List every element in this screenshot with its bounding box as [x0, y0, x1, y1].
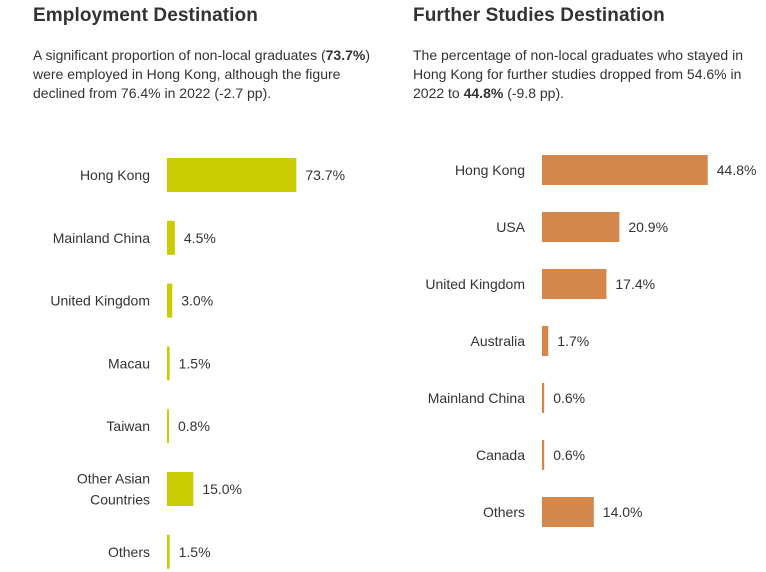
- value-label: 0.6%: [553, 390, 585, 406]
- highlight-value: 44.8%: [463, 85, 504, 101]
- value-label: 44.8%: [717, 162, 757, 178]
- description-text: (-9.8 pp).: [503, 85, 565, 101]
- bar-row-australia: Australia 1.7%: [471, 326, 589, 356]
- highlight-value: 73.7%: [325, 47, 366, 63]
- category-label: Others: [108, 544, 150, 560]
- employment-chart: Hong Kong 73.7% Mainland China 4.5% United K…: [50, 158, 345, 569]
- description-text: ) were employed in Hong Kong, although t…: [33, 47, 370, 101]
- bar-row-taiwan: Taiwan 0.8%: [106, 409, 210, 444]
- bar: [542, 212, 620, 242]
- employment-title: Employment Destination: [33, 5, 258, 26]
- category-label: USA: [496, 219, 525, 235]
- bar-row-canada: Canada 0.6%: [476, 440, 585, 470]
- value-label: 1.7%: [557, 333, 589, 349]
- value-label: 20.9%: [628, 219, 668, 235]
- category-label: Hong Kong: [80, 167, 150, 183]
- category-label: Canada: [476, 447, 525, 463]
- bar-row-macau: Macau 1.5%: [108, 346, 211, 381]
- value-label: 1.5%: [179, 544, 211, 560]
- value-label: 0.8%: [178, 418, 210, 434]
- category-label: Other Asian Countries: [77, 471, 150, 508]
- category-label: Hong Kong: [455, 162, 525, 178]
- bar-row-hong-kong: Hong Kong 73.7%: [80, 158, 345, 192]
- category-label: Australia: [471, 333, 526, 349]
- category-label: Macau: [108, 355, 150, 371]
- description-text: The percentage of non-local graduates wh…: [413, 47, 743, 101]
- category-label: Others: [483, 504, 525, 520]
- value-label: 3.0%: [181, 293, 213, 309]
- value-label: 14.0%: [603, 504, 643, 520]
- bar-row-mainland-china: Mainland China 0.6%: [428, 383, 585, 413]
- bar-row-hong-kong: Hong Kong 44.8%: [455, 155, 757, 185]
- bar: [542, 440, 545, 470]
- employment-panel: Employment Destination A significant pro…: [33, 5, 378, 569]
- bar-row-others: Others 1.5%: [108, 534, 211, 569]
- bar: [167, 534, 170, 569]
- bar-row-united-kingdom: United Kingdom 17.4%: [425, 269, 655, 299]
- bar: [542, 155, 708, 185]
- value-label: 15.0%: [202, 481, 242, 497]
- value-label: 17.4%: [615, 276, 655, 292]
- employment-description: A significant proportion of non-local gr…: [33, 46, 378, 103]
- value-label: 0.6%: [553, 447, 585, 463]
- description-text: A significant proportion of non-local gr…: [33, 47, 326, 63]
- bar-row-others: Others 14.0%: [483, 497, 643, 527]
- bar-row-mainland-china: Mainland China 4.5%: [53, 220, 216, 255]
- category-label: Mainland China: [428, 390, 525, 406]
- value-label: 1.5%: [179, 355, 211, 371]
- bar-row-united-kingdom: United Kingdom 3.0%: [50, 283, 213, 318]
- value-label: 73.7%: [305, 167, 345, 183]
- bar: [167, 158, 297, 192]
- further-studies-panel: Further Studies Destination The percenta…: [383, 0, 766, 572]
- bar: [542, 326, 549, 356]
- category-label: United Kingdom: [50, 293, 150, 309]
- bar: [167, 472, 194, 506]
- category-label: Mainland China: [53, 230, 150, 246]
- bar-row-other-asian-countries: Other Asian Countries 15.0%: [77, 471, 242, 508]
- category-label: United Kingdom: [425, 276, 525, 292]
- bar: [167, 283, 173, 318]
- further-studies-title: Further Studies Destination: [413, 5, 665, 26]
- bar-row-usa: USA 20.9%: [496, 212, 668, 242]
- further-studies-chart: Hong Kong 44.8% USA 20.9% United Kingdom 17.4…: [425, 155, 757, 527]
- category-label: Taiwan: [106, 418, 150, 434]
- bar: [167, 220, 175, 255]
- bar: [167, 409, 169, 444]
- further-studies-description: The percentage of non-local graduates wh…: [413, 46, 758, 103]
- bar: [542, 497, 594, 527]
- bar: [542, 383, 545, 413]
- bar: [167, 346, 170, 381]
- value-label: 4.5%: [184, 230, 216, 246]
- bar: [542, 269, 607, 299]
